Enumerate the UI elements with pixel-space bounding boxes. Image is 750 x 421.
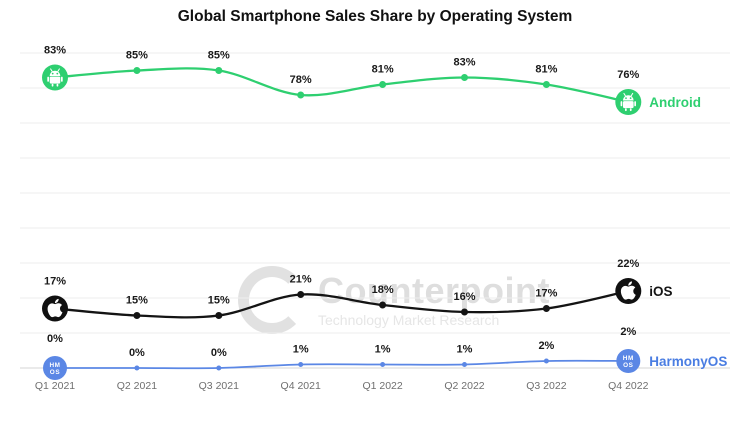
harmonyos-data-point (380, 362, 386, 367)
ios-value-label: 18% (372, 284, 394, 296)
android-data-point (379, 81, 387, 88)
android-value-label: 81% (372, 64, 394, 76)
chart-title: Global Smartphone Sales Share by Operati… (177, 8, 573, 25)
harmonyos-value-label: 0% (129, 347, 145, 359)
harmonyos-data-point (216, 365, 222, 371)
harmonyos-line (54, 359, 630, 370)
ios-value-label: 17% (44, 276, 66, 288)
android-data-point (297, 91, 305, 99)
harmonyos-value-label: 2% (538, 340, 554, 352)
android-data-point (542, 81, 550, 88)
counterpoint-logo-icon (238, 266, 306, 334)
x-axis-label: Q3 2021 (199, 380, 239, 392)
apple-icon (42, 295, 68, 322)
ios-data-point (379, 301, 387, 309)
harmonyos-value-label: 0% (47, 333, 63, 345)
svg-text:HM: HM (623, 355, 634, 362)
svg-text:HM: HM (49, 362, 60, 369)
harmonyos-value-label: 2% (620, 326, 636, 338)
x-axis-label: Q1 2021 (35, 380, 75, 392)
android-line (53, 67, 630, 104)
ios-value-label: 17% (535, 288, 557, 300)
svg-text:OS: OS (50, 369, 61, 376)
x-axis-label: Q4 2022 (608, 380, 648, 392)
gridlines (20, 52, 730, 369)
ios-data-point (297, 291, 305, 298)
android-data-point (215, 67, 223, 74)
harmonyos-value-label: 0% (211, 347, 227, 359)
series-label-ios: iOS (649, 284, 672, 299)
ios-data-point (542, 305, 550, 312)
x-axis-label: Q3 2022 (526, 380, 566, 392)
x-axis-label: Q1 2022 (362, 380, 402, 392)
ios-data-point (133, 312, 141, 319)
android-value-label: 83% (453, 57, 475, 69)
android-value-label: 85% (208, 50, 230, 62)
watermark: Counterpoint Technology Market Research (238, 266, 550, 334)
android-value-label: 85% (126, 50, 148, 62)
android-icon (615, 89, 642, 115)
harmonyos-data-point (462, 362, 467, 367)
harmonyos-value-label: 1% (293, 344, 309, 356)
ios-data-point (215, 312, 223, 319)
x-axis-label: Q2 2022 (444, 380, 484, 392)
ios-line (53, 289, 630, 319)
ios-value-label: 21% (290, 274, 312, 286)
ios-value-label: 15% (126, 295, 148, 307)
harmonyos-data-point (543, 358, 549, 364)
android-icon (42, 64, 68, 91)
x-axis-label: Q2 2021 (117, 380, 157, 392)
android-data-point (461, 74, 468, 81)
series-label-android: Android (649, 95, 701, 110)
harmonyos-data-point (298, 362, 304, 367)
ios-data-point (461, 308, 468, 316)
harmonyos-data-point (134, 365, 140, 371)
svg-text:OS: OS (623, 362, 634, 369)
ios-value-label: 15% (208, 295, 230, 307)
series-label-harmonyos: HarmonyOS (649, 354, 727, 369)
watermark-tagline: Technology Market Research (318, 311, 500, 328)
apple-icon (615, 278, 642, 304)
x-axis-label: Q4 2021 (281, 380, 321, 392)
android-data-point (133, 67, 141, 74)
ios-value-label: 16% (453, 291, 475, 303)
ios-value-label: 22% (617, 258, 639, 270)
harmonyos-value-label: 1% (375, 344, 391, 356)
android-value-label: 78% (290, 74, 312, 86)
android-value-label: 76% (617, 69, 639, 81)
android-value-label: 81% (535, 64, 557, 76)
harmonyos-value-label: 1% (457, 344, 473, 356)
android-value-label: 83% (44, 45, 66, 57)
